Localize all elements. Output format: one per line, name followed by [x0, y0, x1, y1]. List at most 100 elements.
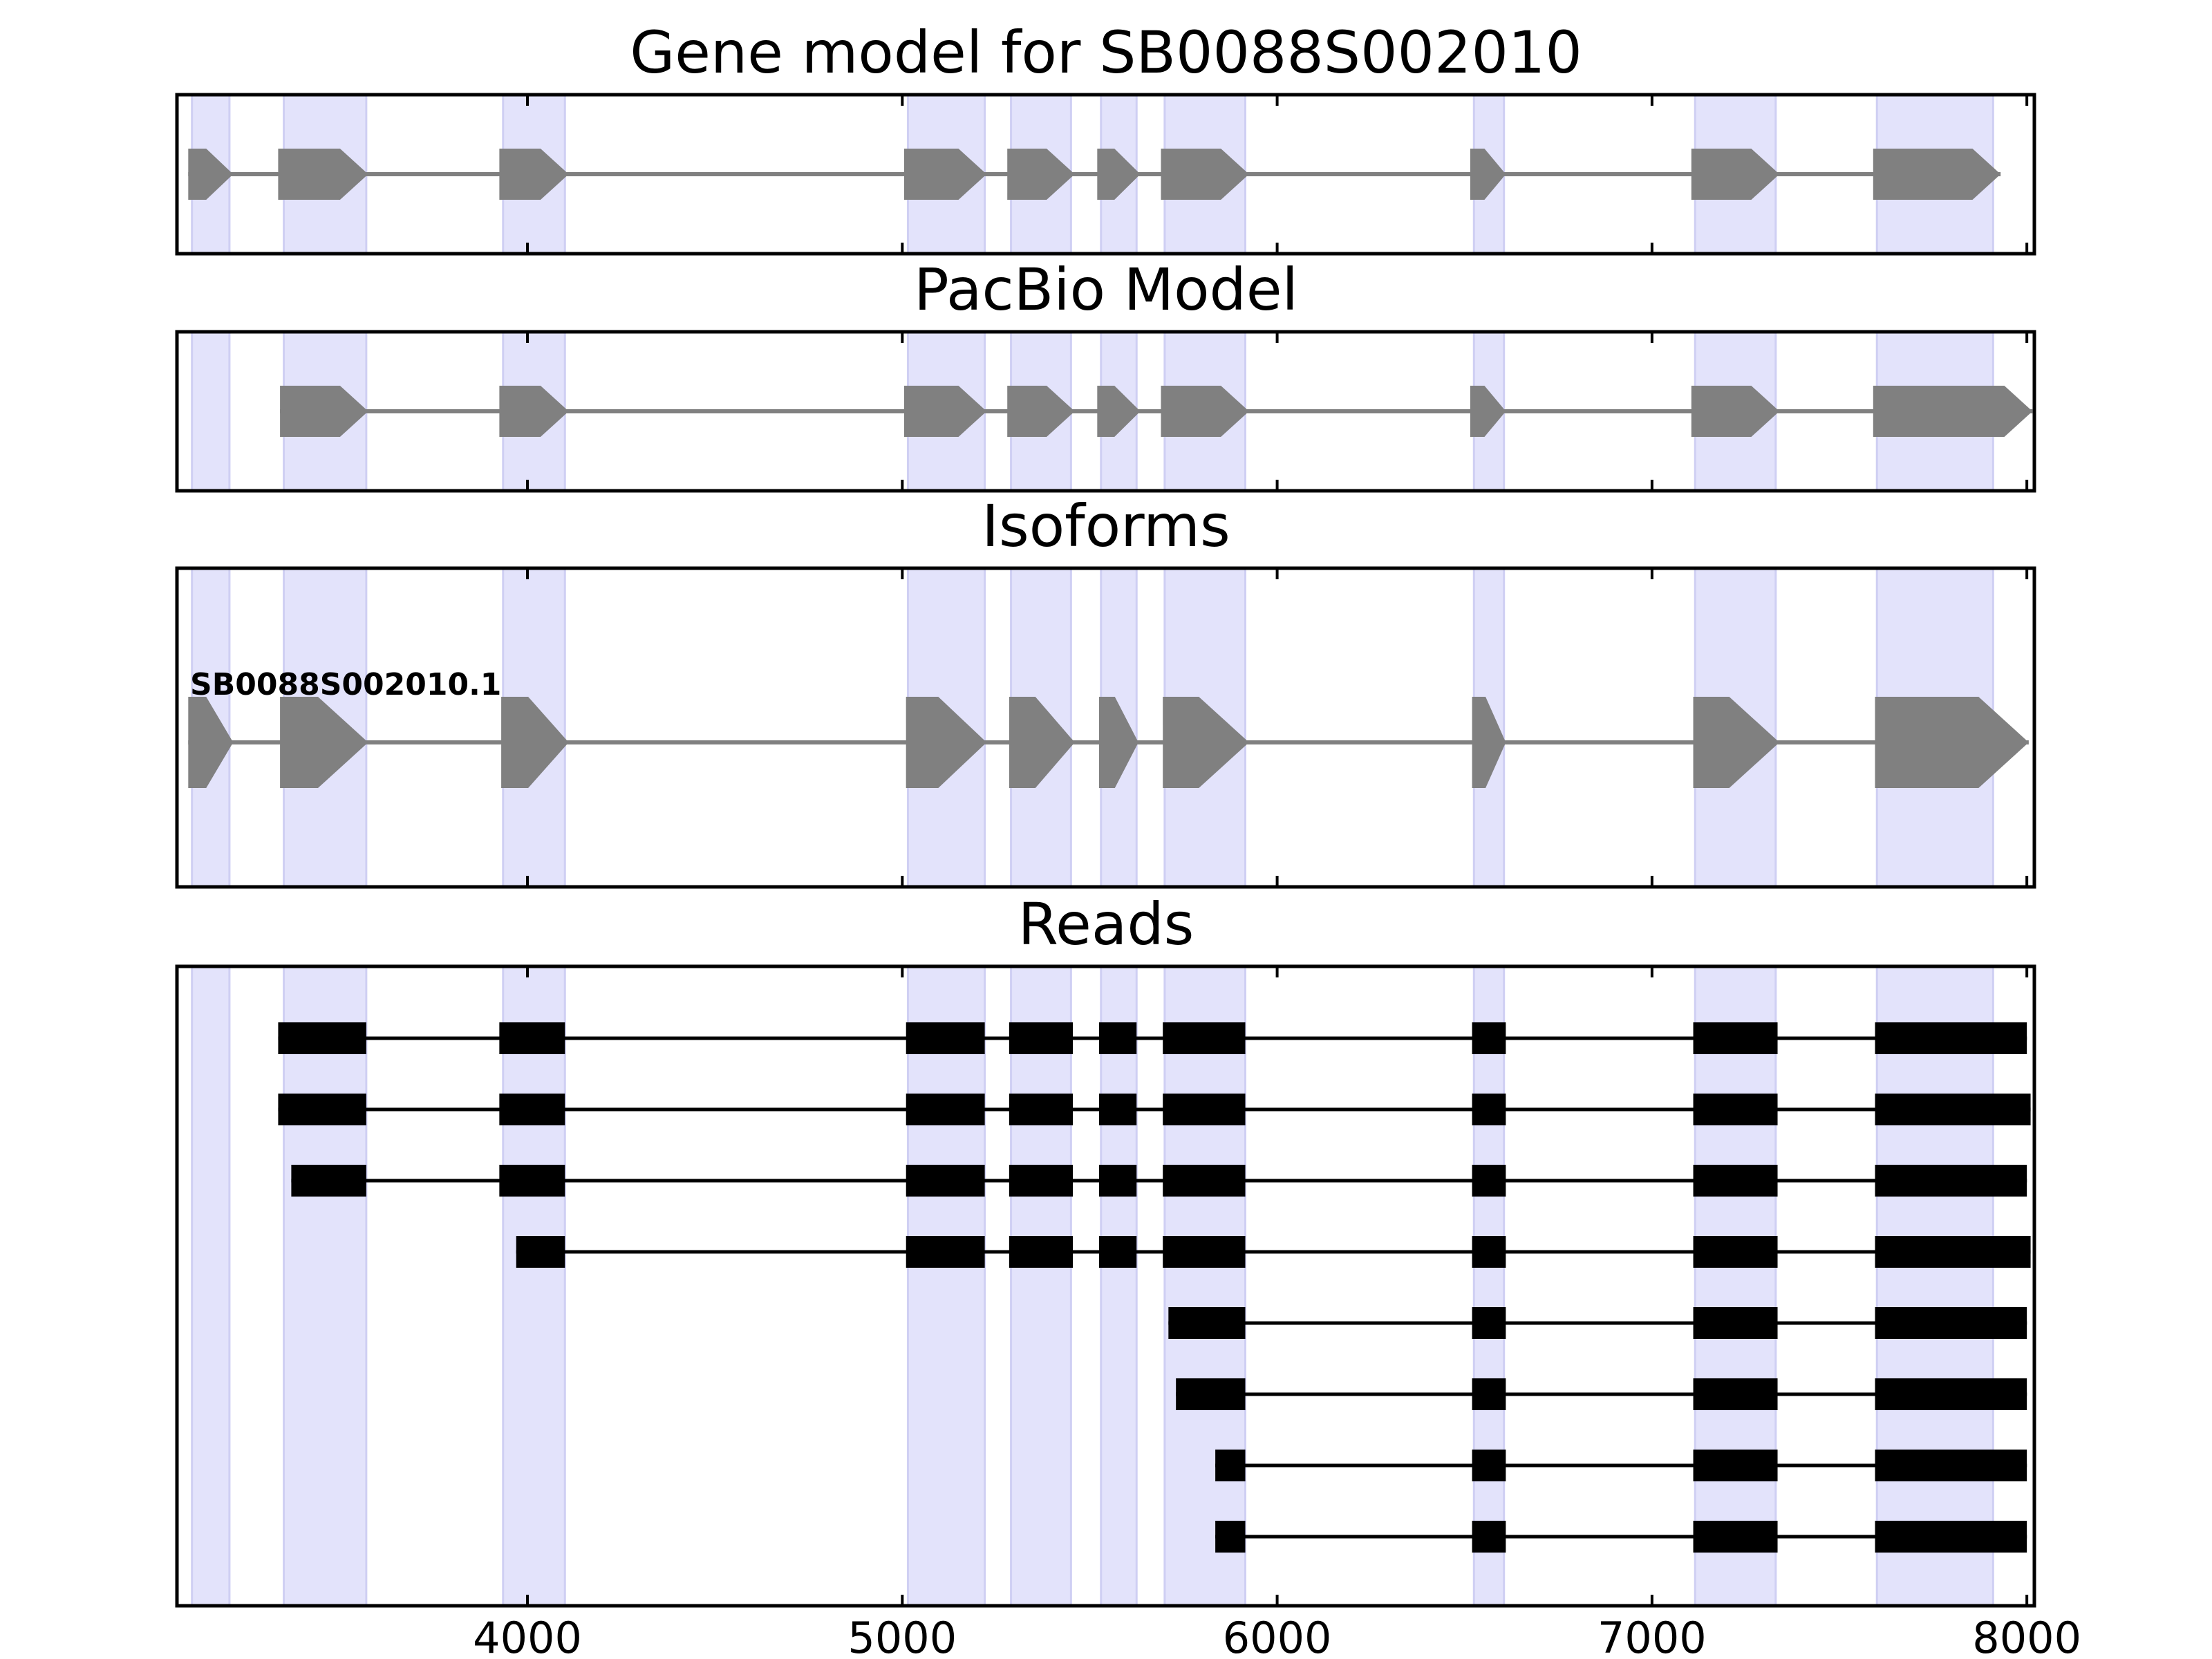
read-exon-block	[1875, 1165, 2027, 1197]
exon-arrow	[499, 149, 569, 200]
read-exon-block	[1875, 1521, 2027, 1553]
exon-arrow	[188, 149, 234, 200]
exon-arrow	[1693, 697, 1780, 788]
exon-arrow	[1470, 149, 1506, 200]
read-exon-block	[1163, 1022, 1246, 1054]
read-exon-block	[516, 1236, 565, 1268]
exon-arrow	[1161, 149, 1249, 200]
read-exon-block	[1163, 1165, 1246, 1197]
isoforms-title: Isoforms	[982, 492, 1230, 560]
read-exon-block	[1875, 1307, 2027, 1339]
read-exon-block	[1693, 1307, 1778, 1339]
read-exon-block	[1099, 1165, 1137, 1197]
read-exon-block	[1875, 1450, 2027, 1481]
read-exon-block	[1693, 1378, 1778, 1410]
read-exon-block	[1472, 1307, 1506, 1339]
exon-shading-band	[1010, 965, 1072, 1607]
x-tick-label: 7000	[1597, 1613, 1707, 1659]
gene-model-title: Gene model for SB0088S002010	[630, 19, 1582, 86]
read-exon-block	[1693, 1094, 1778, 1125]
exon-arrow	[1099, 697, 1138, 788]
read-exon-block	[1215, 1521, 1246, 1553]
reads-title: Reads	[1018, 890, 1194, 958]
read-exon-block	[1472, 1236, 1506, 1268]
exon-arrow	[1691, 386, 1780, 437]
read-exon-block	[1009, 1094, 1074, 1125]
exon-shading-band	[283, 965, 368, 1607]
exon-arrow	[1009, 697, 1075, 788]
panel-frame	[175, 964, 2036, 1608]
exon-arrow	[1007, 386, 1075, 437]
exon-arrow	[906, 697, 987, 788]
read-exon-block	[1875, 1094, 2031, 1125]
exon-arrow	[278, 149, 368, 200]
read-exon-block	[499, 1165, 565, 1197]
read-exon-block	[906, 1165, 985, 1197]
exon-shading-band	[1875, 965, 1994, 1607]
exon-arrow	[1472, 697, 1506, 788]
gene-model-panel: Gene model for SB0088S002010	[175, 19, 2036, 256]
exon-arrow	[501, 697, 569, 788]
x-tick-label: 8000	[1972, 1613, 2081, 1659]
exon-arrow	[499, 386, 569, 437]
exon-arrow	[1873, 386, 2033, 437]
exon-arrow	[1691, 149, 1780, 200]
panel-frame	[175, 566, 2036, 889]
exon-arrow	[1161, 386, 1249, 437]
exon-shading-band	[502, 965, 566, 1607]
read-exon-block	[278, 1094, 366, 1125]
read-exon-block	[1009, 1165, 1074, 1197]
exon-arrow	[1097, 149, 1141, 200]
exon-shading-band	[1694, 965, 1777, 1607]
panel-frame	[175, 93, 2036, 256]
read-exon-block	[1693, 1165, 1778, 1197]
exon-arrow	[280, 697, 368, 788]
exon-shading-group	[191, 965, 1994, 1607]
read-exon-block	[291, 1165, 366, 1197]
read-exon-block	[1875, 1378, 2027, 1410]
read-exon-block	[1472, 1165, 1506, 1197]
exon-arrow	[1875, 697, 2029, 788]
read-exon-block	[1693, 1236, 1778, 1268]
read-exon-block	[499, 1022, 565, 1054]
read-exon-block	[278, 1022, 366, 1054]
exon-shading-band	[1100, 965, 1138, 1607]
exon-shading-band	[1472, 965, 1506, 1607]
read-exon-block	[1875, 1236, 2031, 1268]
exon-arrow	[1163, 697, 1249, 788]
read-exon-block	[1472, 1378, 1506, 1410]
read-exon-block	[1163, 1236, 1246, 1268]
exon-arrow	[280, 386, 368, 437]
exon-arrow	[1873, 149, 2001, 200]
exon-shading-band	[1163, 965, 1246, 1607]
read-exon-block	[1693, 1521, 1778, 1553]
exon-shading-band	[191, 330, 231, 492]
exon-shading-band	[191, 965, 231, 1607]
exon-arrow	[188, 697, 234, 788]
exon-arrow	[1007, 149, 1075, 200]
read-exon-block	[1472, 1022, 1506, 1054]
read-exon-block	[1215, 1450, 1246, 1481]
read-exon-block	[1009, 1236, 1074, 1268]
read-exon-block	[906, 1094, 985, 1125]
x-tick-label: 4000	[473, 1613, 582, 1659]
read-exon-block	[1099, 1094, 1137, 1125]
pacbio-model-title: PacBio Model	[914, 256, 1298, 324]
panel-frame	[175, 330, 2036, 493]
isoform-label: SB0088S002010.1	[190, 667, 501, 702]
read-exon-block	[1009, 1022, 1074, 1054]
exon-arrow	[904, 149, 987, 200]
read-exon-block	[1693, 1022, 1778, 1054]
pacbio-model-panel: PacBio Model	[175, 256, 2036, 493]
read-exon-block	[1472, 1094, 1506, 1125]
read-exon-block	[1099, 1022, 1137, 1054]
read-exon-block	[906, 1236, 985, 1268]
read-exon-block	[1163, 1094, 1246, 1125]
read-exon-block	[1875, 1022, 2027, 1054]
read-exon-block	[1099, 1236, 1137, 1268]
read-exon-block	[1176, 1378, 1246, 1410]
exon-arrow	[1097, 386, 1141, 437]
read-exon-block	[1693, 1450, 1778, 1481]
read-exon-block	[1168, 1307, 1246, 1339]
